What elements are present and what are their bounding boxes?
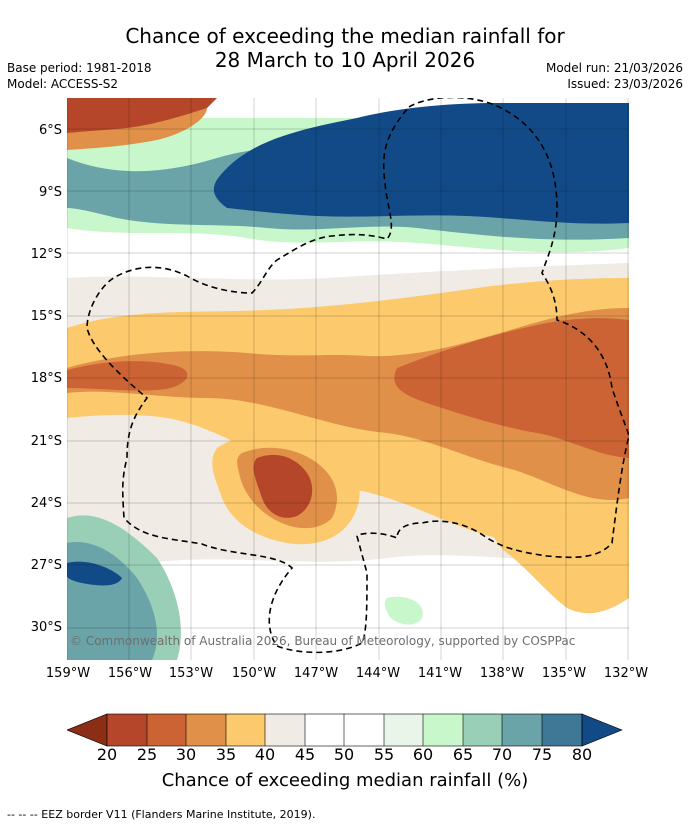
- lon-label-135w: 135°W: [534, 666, 594, 681]
- colorbar-tick-20: 20: [87, 745, 127, 764]
- colorbar-right-arrow: [582, 714, 622, 746]
- lat-label-12s: 12°S: [0, 247, 62, 262]
- colorbar-tick-25: 25: [127, 745, 167, 764]
- colorbar-tick-70: 70: [482, 745, 522, 764]
- colorbar-title: Chance of exceeding median rainfall (%): [0, 770, 690, 791]
- lon-label-144w: 144°W: [348, 666, 408, 681]
- colorbar-tick-30: 30: [166, 745, 206, 764]
- lon-label-159w: 159°W: [38, 666, 98, 681]
- issued-date: Issued: 23/03/2026: [546, 76, 683, 92]
- lat-label-24s: 24°S: [0, 496, 62, 511]
- lon-label-141w: 141°W: [410, 666, 470, 681]
- title-line-1: Chance of exceeding the median rainfall …: [0, 24, 690, 48]
- colorbar-swatch-40: [265, 714, 305, 746]
- colorbar-tick-35: 35: [206, 745, 246, 764]
- colorbar-swatch-35: [226, 714, 265, 746]
- meta-left: Base period: 1981-2018 Model: ACCESS-S2: [7, 60, 152, 92]
- lat-label-30s: 30°S: [0, 620, 62, 635]
- lon-label-132w: 132°W: [596, 666, 656, 681]
- model-run: Model run: 21/03/2026: [546, 60, 683, 76]
- lon-label-156w: 156°W: [100, 666, 160, 681]
- eez-legend-footer: -- -- -- EEZ border V11 (Flanders Marine…: [7, 808, 315, 821]
- colorbar-swatch-60: [423, 714, 463, 746]
- lat-label-18s: 18°S: [0, 371, 62, 386]
- lat-label-21s: 21°S: [0, 434, 62, 449]
- colorbar-left-arrow: [67, 714, 107, 746]
- colorbar: [67, 712, 623, 748]
- colorbar-tick-75: 75: [522, 745, 562, 764]
- colorbar-swatch-50: [344, 714, 384, 746]
- colorbar-tick-45: 45: [285, 745, 325, 764]
- lon-label-147w: 147°W: [286, 666, 346, 681]
- colorbar-tick-60: 60: [403, 745, 443, 764]
- copyright-text: © Commonwealth of Australia 2026, Bureau…: [70, 634, 575, 648]
- colorbar-swatch-20: [107, 714, 147, 746]
- colorbar-tick-65: 65: [443, 745, 483, 764]
- colorbar-swatch-45: [305, 714, 344, 746]
- colorbar-swatch-65: [463, 714, 502, 746]
- base-period: Base period: 1981-2018: [7, 60, 152, 76]
- rainfall-map: © Commonwealth of Australia 2026, Bureau…: [67, 98, 629, 660]
- colorbar-swatch-30: [186, 714, 226, 746]
- lat-label-6s: 6°S: [0, 123, 62, 138]
- lon-label-150w: 150°W: [224, 666, 284, 681]
- colorbar-tick-50: 50: [324, 745, 364, 764]
- colorbar-swatch-25: [147, 714, 186, 746]
- model-name: Model: ACCESS-S2: [7, 76, 152, 92]
- meta-right: Model run: 21/03/2026 Issued: 23/03/2026: [546, 60, 683, 92]
- lon-label-138w: 138°W: [472, 666, 532, 681]
- colorbar-tick-80: 80: [562, 745, 602, 764]
- lat-label-27s: 27°S: [0, 558, 62, 573]
- lat-label-9s: 9°S: [0, 185, 62, 200]
- colorbar-swatch-70: [502, 714, 542, 746]
- colorbar-swatch-75: [542, 714, 582, 746]
- colorbar-tick-55: 55: [364, 745, 404, 764]
- lat-label-15s: 15°S: [0, 309, 62, 324]
- colorbar-swatch-55: [384, 714, 423, 746]
- colorbar-tick-40: 40: [245, 745, 285, 764]
- lon-label-153w: 153°W: [161, 666, 221, 681]
